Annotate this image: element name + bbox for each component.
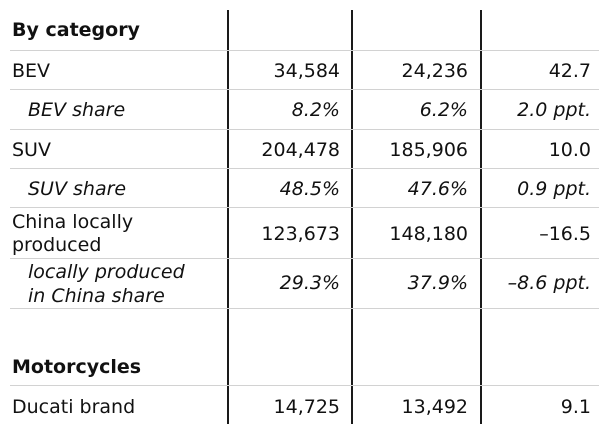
row-value-3: 0.9 ppt. — [517, 178, 591, 200]
row-label-line-1: locally produced — [28, 261, 185, 283]
row-label: SUV share — [28, 178, 127, 200]
row-value-1: 29.3% — [279, 272, 340, 294]
row-value-2: 37.9% — [407, 272, 468, 294]
row-label: SUV — [12, 139, 51, 161]
row-label: Ducati brand — [12, 396, 136, 418]
row-value-1: 8.2% — [291, 99, 340, 121]
section-heading: By category — [12, 19, 140, 41]
row-value-3: 10.0 — [548, 139, 591, 161]
section-heading: Motorcycles — [12, 356, 142, 378]
row-separator — [10, 308, 599, 309]
row-value-2: 47.6% — [407, 178, 468, 200]
row-value-3: 2.0 ppt. — [517, 99, 591, 121]
row-value-2: 24,236 — [401, 60, 468, 82]
row-label: BEV — [12, 60, 51, 82]
row-label-line-2: in China share — [28, 285, 165, 307]
row-separator — [10, 385, 599, 386]
row-separator — [10, 207, 599, 208]
row-separator — [10, 50, 599, 51]
row-value-2: 148,180 — [389, 223, 468, 245]
column-divider — [227, 10, 229, 424]
row-separator — [10, 168, 599, 169]
row-value-1: 14,725 — [273, 396, 340, 418]
row-value-3: 42.7 — [548, 60, 591, 82]
row-value-2: 13,492 — [401, 396, 468, 418]
row-separator — [10, 89, 599, 90]
row-label-line-2: produced — [12, 234, 102, 256]
row-label: BEV share — [28, 99, 126, 121]
row-value-1: 123,673 — [261, 223, 340, 245]
row-value-1: 34,584 — [273, 60, 340, 82]
column-divider — [480, 10, 482, 424]
row-value-3: –16.5 — [539, 223, 591, 245]
row-label-line-1: China locally — [12, 211, 134, 233]
row-value-1: 204,478 — [261, 139, 340, 161]
column-divider — [351, 10, 353, 424]
row-value-2: 6.2% — [419, 99, 468, 121]
row-value-3: 9.1 — [560, 396, 591, 418]
row-value-2: 185,906 — [389, 139, 468, 161]
row-separator — [10, 129, 599, 130]
row-value-3: –8.6 ppt. — [507, 272, 591, 294]
row-value-1: 48.5% — [279, 178, 340, 200]
row-separator — [10, 258, 599, 259]
